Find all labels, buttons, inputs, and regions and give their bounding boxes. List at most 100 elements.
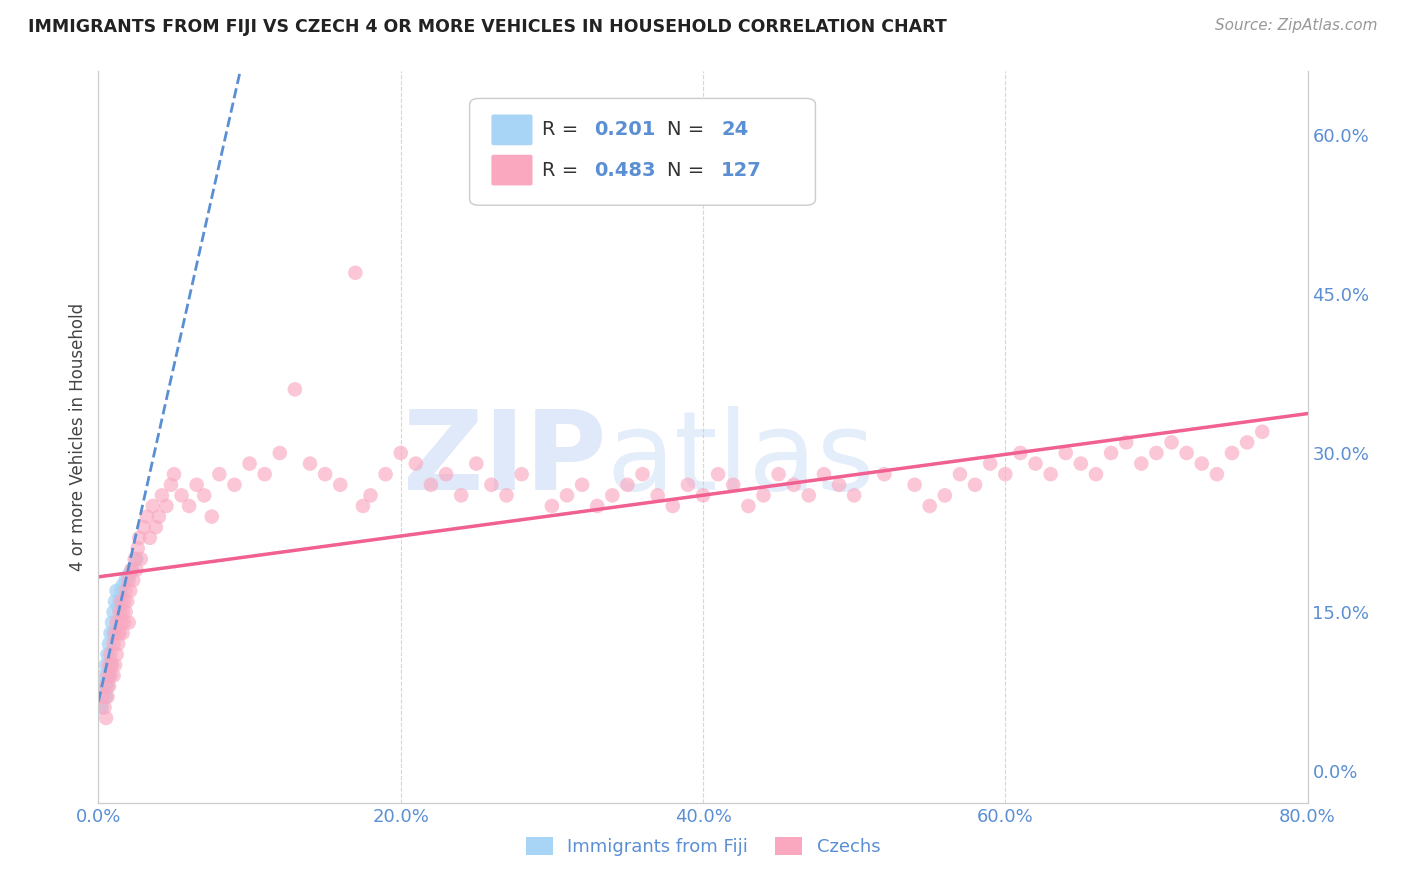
Text: N =: N = [666, 161, 710, 179]
Point [139, 531, 162, 545]
Point [118, 567, 141, 582]
Legend: Immigrants from Fiji, Czechs: Immigrants from Fiji, Czechs [519, 830, 887, 863]
Point [111, 626, 134, 640]
Point [253, 467, 276, 482]
Point [352, 499, 374, 513]
Point [107, 637, 129, 651]
Point [269, 446, 291, 460]
Point [723, 477, 745, 491]
Point [768, 467, 790, 482]
Point [1024, 457, 1046, 471]
Point [112, 615, 135, 630]
Point [495, 488, 517, 502]
Point [979, 457, 1001, 471]
FancyBboxPatch shape [470, 98, 815, 205]
Point [103, 626, 125, 640]
Point [118, 573, 141, 587]
Point [107, 599, 129, 614]
Point [389, 446, 412, 460]
Point [96, 679, 118, 693]
Point [1070, 457, 1092, 471]
Point [783, 477, 806, 491]
Point [616, 477, 638, 491]
Point [103, 668, 125, 682]
Text: IMMIGRANTS FROM FIJI VS CZECH 4 OR MORE VEHICLES IN HOUSEHOLD CORRELATION CHART: IMMIGRANTS FROM FIJI VS CZECH 4 OR MORE … [28, 18, 946, 36]
Point [994, 467, 1017, 482]
Point [1039, 467, 1062, 482]
Point [405, 457, 427, 471]
Point [434, 467, 457, 482]
Point [1206, 467, 1229, 482]
Point [510, 467, 533, 482]
Point [1054, 446, 1077, 460]
Point [420, 477, 443, 491]
Point [344, 266, 367, 280]
Point [114, 605, 136, 619]
Point [949, 467, 972, 482]
Text: N =: N = [666, 120, 710, 139]
Point [110, 615, 132, 630]
Point [101, 615, 124, 630]
Point [737, 499, 759, 513]
Point [540, 499, 562, 513]
Point [94, 690, 117, 704]
Point [844, 488, 866, 502]
Point [193, 488, 215, 502]
Point [96, 668, 118, 682]
Point [329, 477, 352, 491]
Point [571, 477, 593, 491]
Point [90, 700, 112, 714]
Point [91, 679, 114, 693]
Point [128, 531, 150, 545]
Point [121, 563, 143, 577]
Point [93, 668, 115, 682]
Point [105, 648, 128, 662]
Point [1144, 446, 1167, 460]
Point [1251, 425, 1274, 439]
Point [647, 488, 669, 502]
Point [108, 605, 131, 619]
Point [465, 457, 488, 471]
Point [314, 467, 336, 482]
Point [160, 477, 183, 491]
Point [135, 509, 157, 524]
Point [904, 477, 927, 491]
Point [108, 626, 131, 640]
Point [103, 637, 125, 651]
Point [1175, 446, 1198, 460]
Point [201, 509, 224, 524]
Point [873, 467, 896, 482]
Point [100, 668, 122, 682]
Point [145, 520, 167, 534]
Point [104, 626, 127, 640]
Point [555, 488, 578, 502]
Point [934, 488, 956, 502]
Point [98, 637, 121, 651]
Point [450, 488, 472, 502]
Point [115, 594, 138, 608]
Point [707, 467, 730, 482]
Point [752, 488, 775, 502]
Point [94, 658, 117, 673]
Point [105, 615, 128, 630]
Point [1160, 435, 1182, 450]
Text: 127: 127 [721, 161, 762, 179]
Point [100, 658, 122, 673]
Point [163, 467, 186, 482]
Point [360, 488, 382, 502]
Point [813, 467, 835, 482]
Point [374, 467, 396, 482]
Point [224, 477, 246, 491]
FancyBboxPatch shape [492, 154, 533, 186]
Point [98, 658, 121, 673]
Point [1130, 457, 1153, 471]
Y-axis label: 4 or more Vehicles in Household: 4 or more Vehicles in Household [69, 303, 87, 571]
Point [118, 615, 141, 630]
Point [186, 477, 208, 491]
Point [148, 509, 170, 524]
Point [284, 383, 307, 397]
Point [481, 477, 503, 491]
Point [121, 563, 143, 577]
Point [125, 563, 148, 577]
Point [918, 499, 941, 513]
